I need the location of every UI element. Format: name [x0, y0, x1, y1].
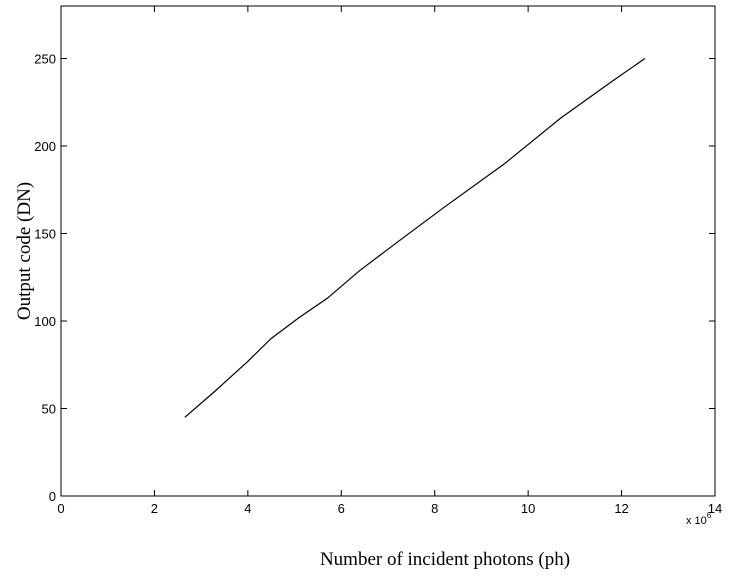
- x-tick-label: 4: [244, 501, 251, 516]
- y-tick-label: 50: [42, 402, 56, 417]
- x-tick-label: 6: [338, 501, 345, 516]
- plot-frame: [60, 5, 716, 497]
- series-layer: [184, 58, 646, 418]
- x-tick-label: 12: [614, 501, 628, 516]
- x-tick-label: 2: [151, 501, 158, 516]
- x-multiplier-base: x 10: [686, 515, 707, 527]
- x-tick-label: 8: [431, 501, 438, 516]
- series-line: [184, 58, 646, 418]
- x-tick-label: 10: [521, 501, 535, 516]
- y-tick-label: 0: [49, 489, 56, 504]
- y-tick-label: 250: [34, 52, 56, 67]
- x-tick-label: 0: [57, 501, 64, 516]
- x-multiplier-label: x 106: [686, 511, 712, 527]
- y-axis-title: Output code (DN): [14, 182, 35, 320]
- x-axis-title: Number of incident photons (ph): [320, 549, 570, 570]
- y-tick-label: 100: [34, 314, 56, 329]
- y-tick-label: 150: [34, 227, 56, 242]
- x-multiplier-exponent: 6: [707, 511, 712, 520]
- y-tick-label: 200: [34, 139, 56, 154]
- x-tick-label: 14: [708, 501, 722, 516]
- x-axis-ticks: 0 2 4 6 8 10 12 14: [57, 6, 722, 516]
- y-axis-ticks: 0 50 100 150 200 250: [34, 52, 715, 504]
